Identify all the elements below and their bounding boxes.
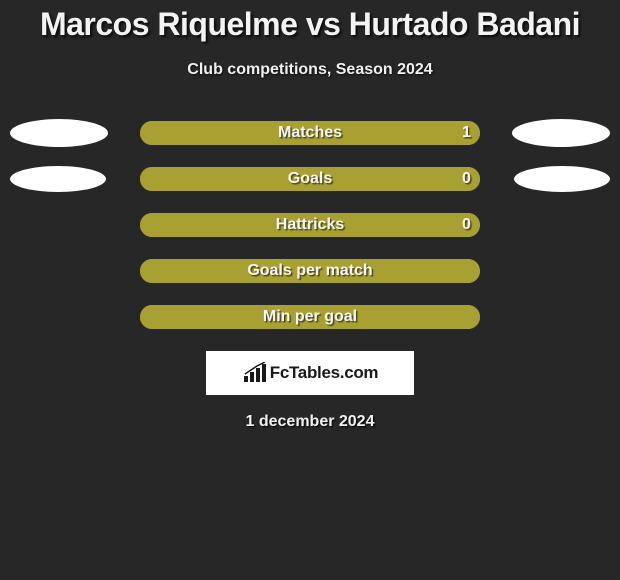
page-title: Marcos Riquelme vs Hurtado Badani [0,6,620,43]
date-label: 1 december 2024 [0,413,620,431]
metric-value: 0 [462,170,471,188]
comparison-card: Marcos Riquelme vs Hurtado Badani Club c… [0,0,620,431]
metric-row: Goals 0 [0,167,620,191]
metric-rows: Matches 1 Goals 0 Hattricks 0 [0,121,620,329]
metric-label: Hattricks [276,216,344,234]
metric-row: Hattricks 0 [0,213,620,237]
player-right-marker [514,166,610,192]
metric-row: Min per goal [0,305,620,329]
metric-label: Goals [288,170,332,188]
metric-label: Min per goal [263,308,357,326]
bar-chart-icon [242,362,268,384]
metric-value: 1 [462,124,471,142]
metric-row: Goals per match [0,259,620,283]
source-logo-text: FcTables.com [270,363,379,383]
metric-label: Goals per match [247,262,372,280]
metric-value: 0 [462,216,471,234]
player-left-marker [10,166,106,192]
page-subtitle: Club competitions, Season 2024 [0,61,620,79]
metric-row: Matches 1 [0,121,620,145]
metric-label: Matches [278,124,342,142]
player-left-marker [10,119,108,147]
source-logo[interactable]: FcTables.com [206,351,414,395]
player-right-marker [512,119,610,147]
